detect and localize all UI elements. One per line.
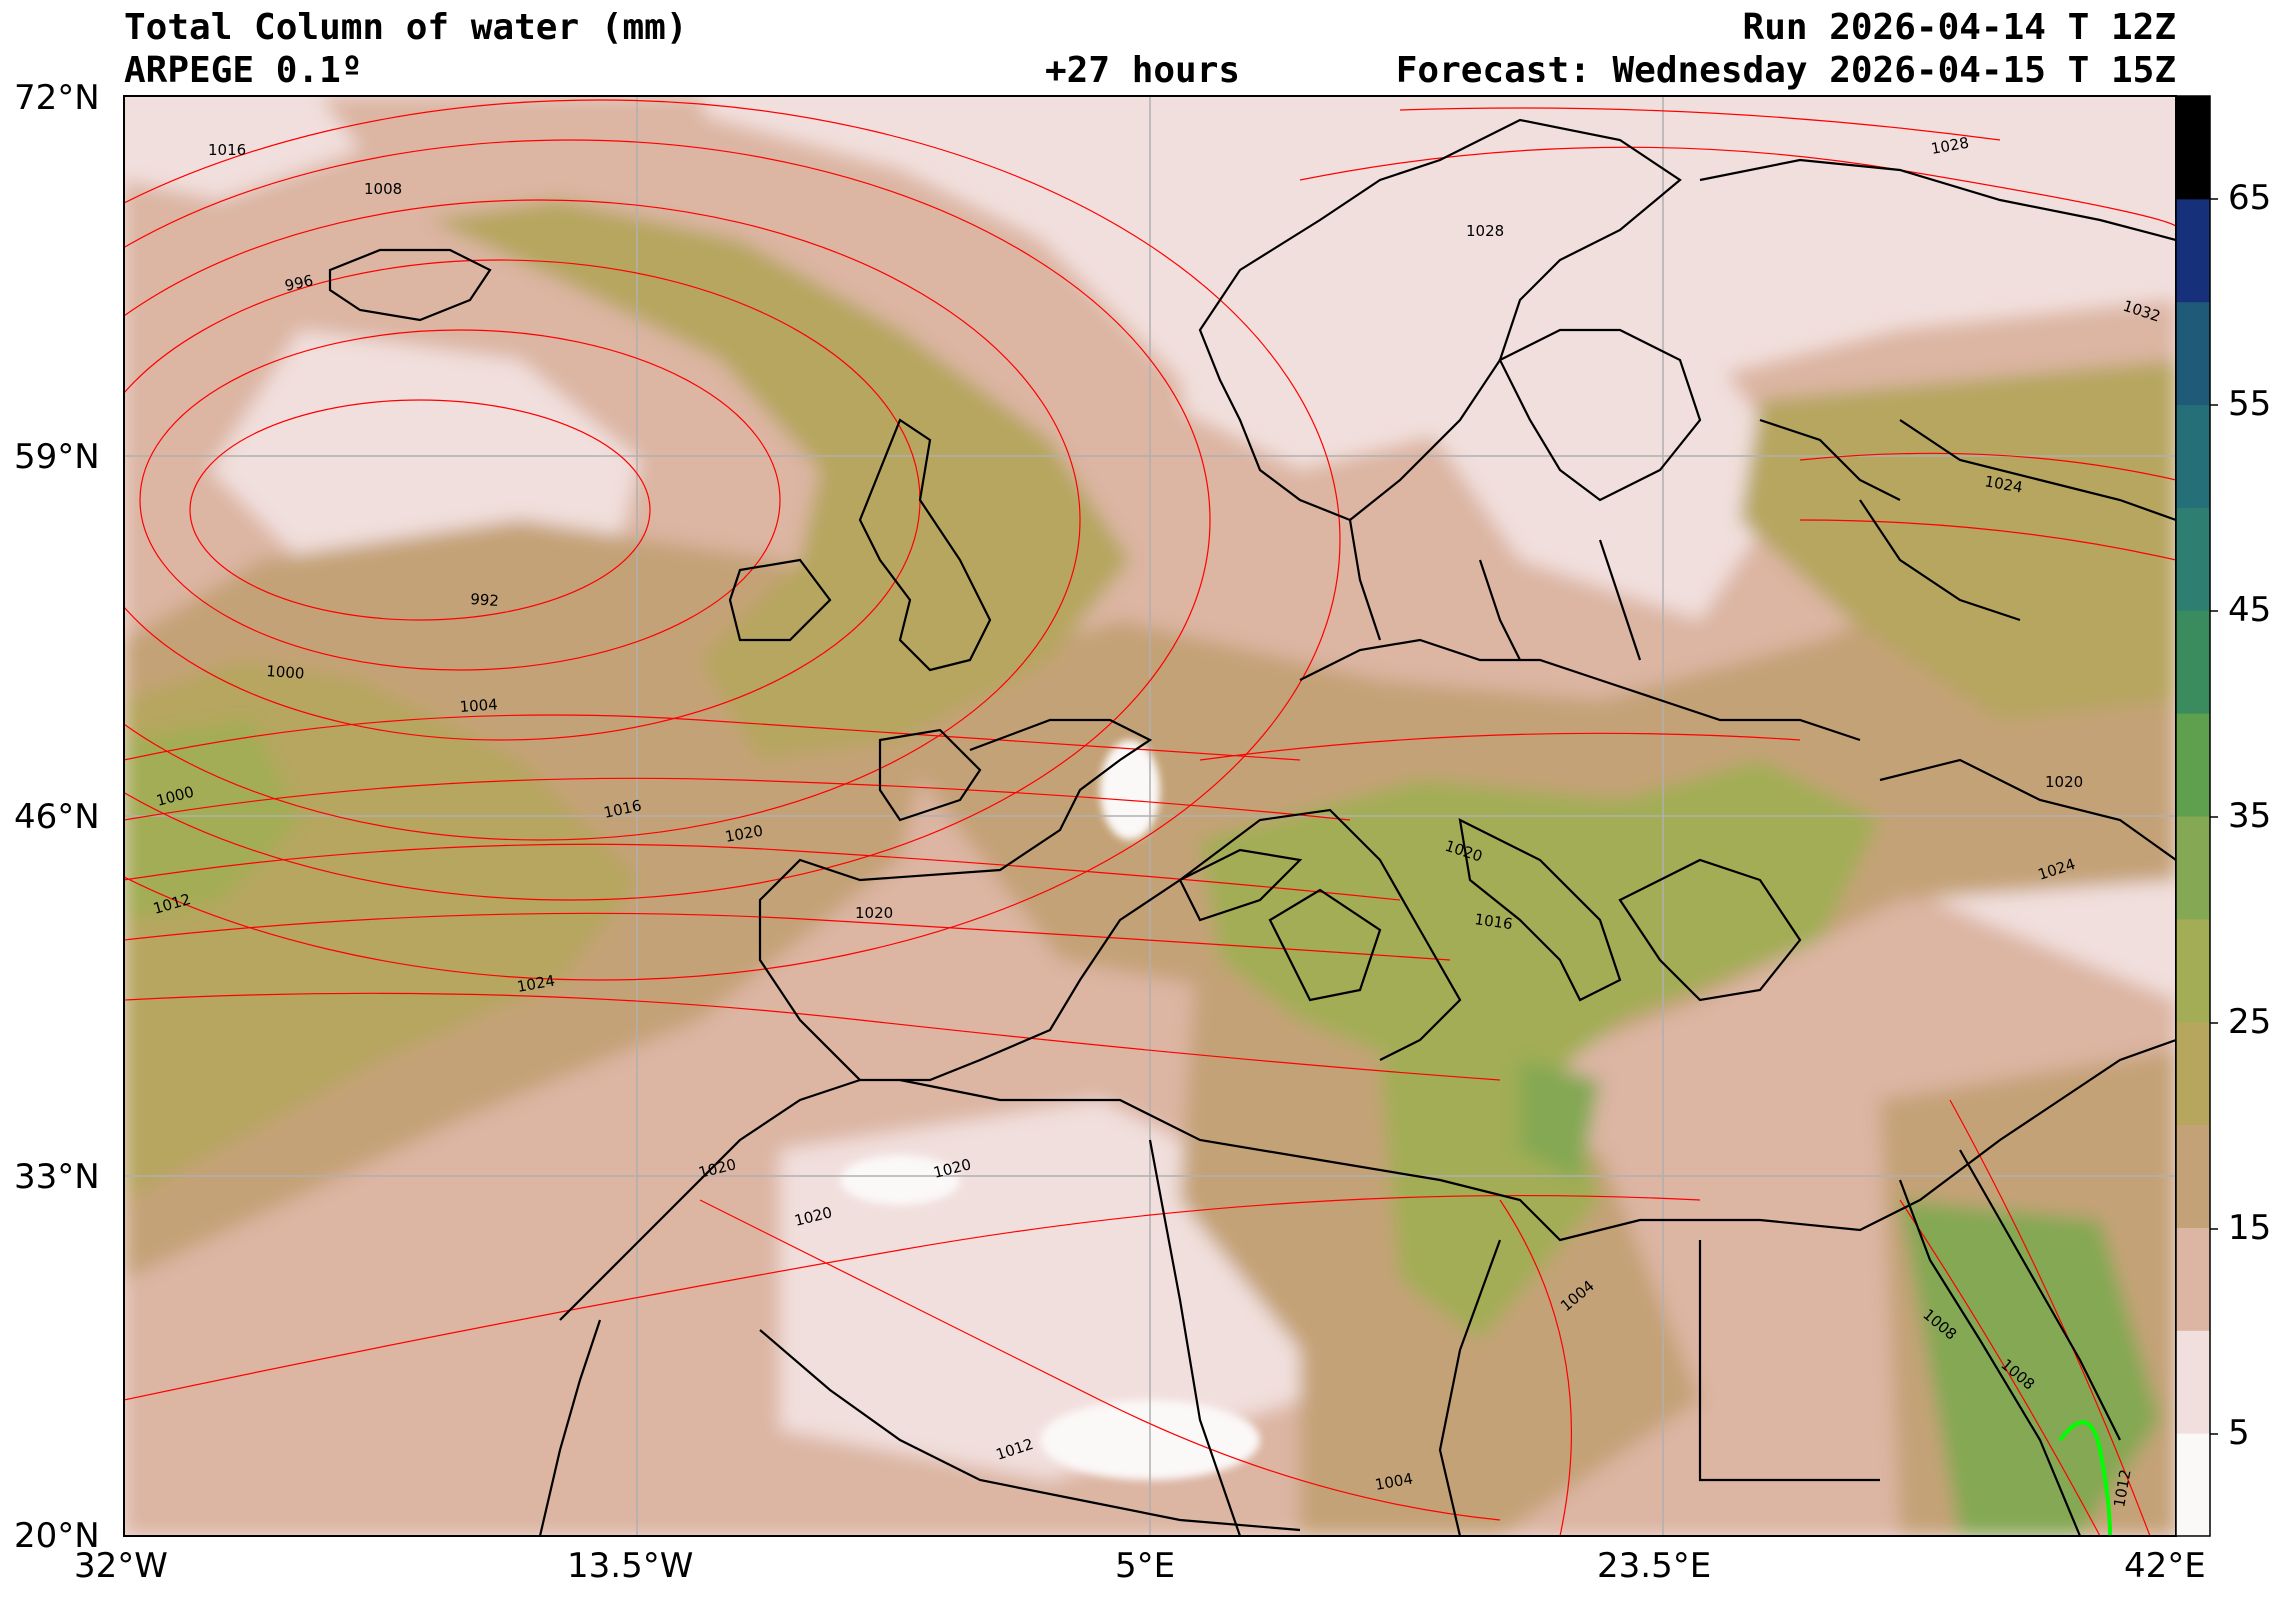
lon-label-13-5w: 13.5°W (567, 1546, 694, 1586)
run-time: Run 2026-04-14 T 12Z (1742, 7, 2176, 48)
colorbar-segment (2176, 816, 2210, 920)
isobar-label: 1020 (2045, 773, 2083, 791)
colorbar-tick-label: 55 (2228, 384, 2272, 424)
model-name: ARPEGE 0.1º (124, 50, 363, 91)
isobar-label: 1020 (855, 904, 893, 922)
lat-label-72n: 72°N (14, 78, 100, 118)
colorbar-segment (2176, 1227, 2210, 1331)
graticule (124, 96, 2176, 1536)
lead-time: +27 hours (1045, 50, 1241, 91)
lat-label-33n: 33°N (14, 1157, 100, 1197)
colorbar-segment (2176, 713, 2210, 817)
low-contour (2058, 1420, 2112, 1536)
colorbar-segment (2176, 1124, 2210, 1228)
colorbar-ticks (2210, 198, 2218, 1435)
lat-label-20n: 20°N (14, 1516, 100, 1556)
colorbar-segment (2176, 198, 2210, 303)
colorbar-tick-label: 65 (2228, 178, 2272, 218)
colorbar-segment (2176, 1330, 2210, 1434)
lat-label-59n: 59°N (14, 437, 100, 477)
colorbar-tick-label: 5 (2228, 1413, 2250, 1453)
isobar-label: 1000 (266, 662, 305, 683)
colorbar-tick-label: 35 (2228, 796, 2272, 836)
colorbar-tick-label: 45 (2228, 590, 2272, 630)
colorbar-segment (2176, 918, 2210, 1023)
colorbar-segment (2176, 96, 2210, 200)
isobar-label: 1016 (1473, 910, 1513, 933)
isobars (124, 99, 2176, 1536)
lat-label-46n: 46°N (14, 797, 100, 837)
colorbar-segment (2176, 1021, 2210, 1126)
lon-label-23-5e: 23.5°E (1597, 1546, 1712, 1586)
isobar-label: 992 (470, 590, 500, 610)
colorbar-tick-label: 25 (2228, 1002, 2272, 1042)
colorbar-frame (2175, 95, 2211, 1537)
coastlines (328, 118, 2176, 1536)
forecast-time: Forecast: Wednesday 2026-04-15 T 15Z (1395, 50, 2176, 91)
colorbar-segment (2176, 507, 2210, 611)
lon-label-5e: 5°E (1115, 1546, 1176, 1586)
colorbar-segment (2176, 1433, 2210, 1537)
lon-label-32w: 32°W (74, 1546, 168, 1586)
isobar-label: 1016 (208, 141, 246, 159)
colorbar-segment (2176, 610, 2210, 714)
isobar-label: 1028 (1466, 222, 1504, 240)
isobar-label: 996 (283, 271, 315, 295)
colorbar (2176, 96, 2210, 1537)
colorbar-segment (2176, 404, 2210, 508)
lon-label-42e: 42°E (2124, 1546, 2206, 1586)
map-title: Total Column of water (mm) (124, 7, 688, 48)
isobar-label: 1008 (364, 180, 402, 198)
colorbar-tick-label: 15 (2228, 1208, 2272, 1248)
isobar-label: 1004 (459, 695, 498, 716)
colorbar-segment (2176, 301, 2210, 406)
